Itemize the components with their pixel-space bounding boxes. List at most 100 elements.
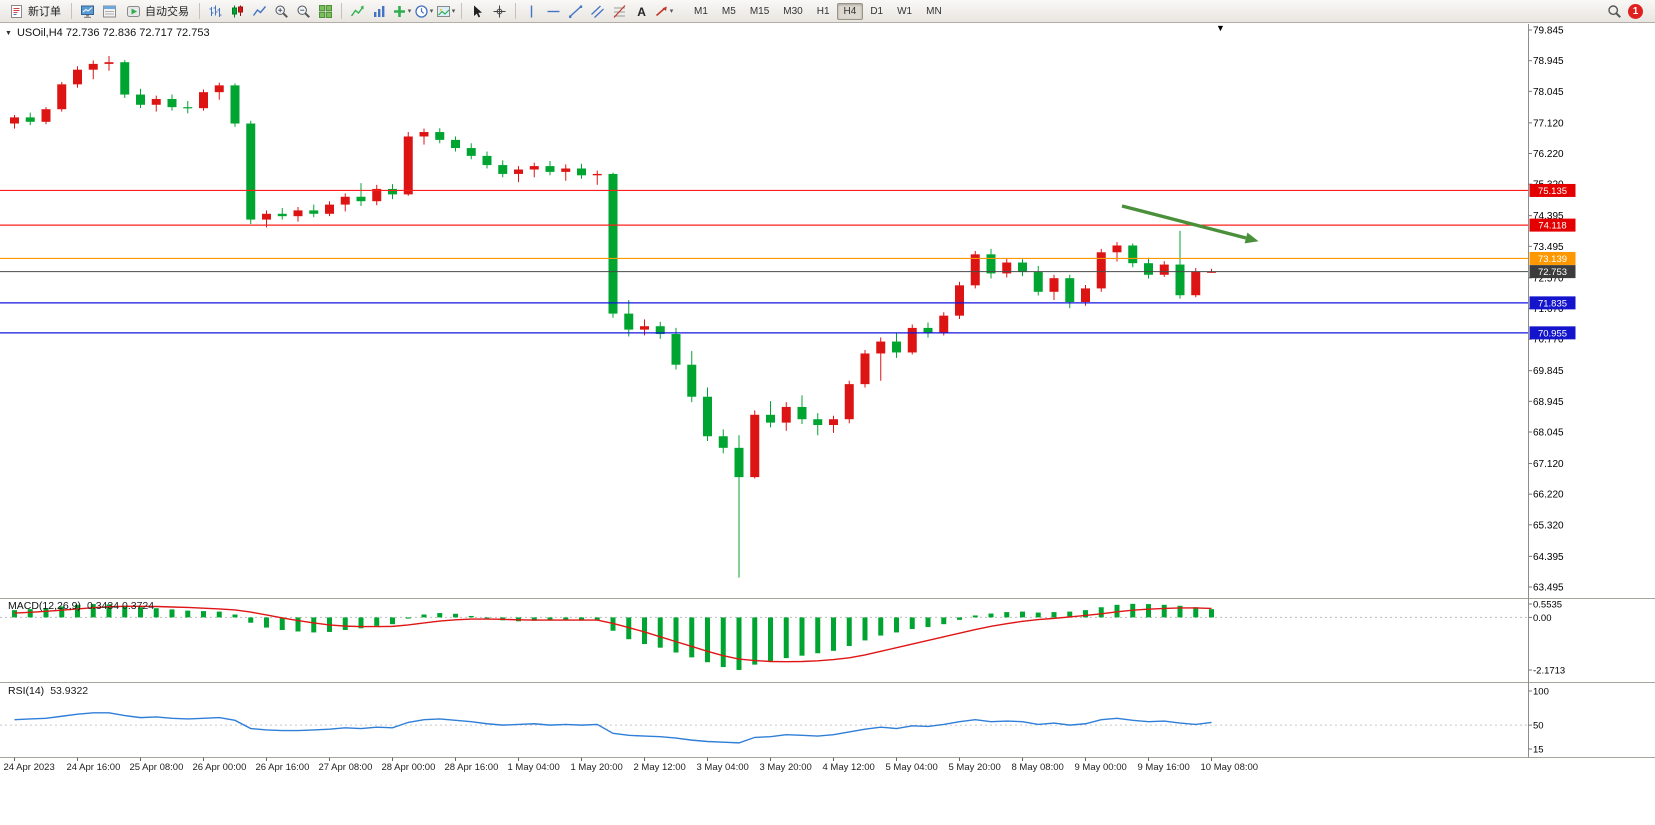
text-tool-button[interactable]: A: [631, 2, 652, 21]
zoom-in-button[interactable]: [271, 2, 292, 21]
timeframe-h1-button[interactable]: H1: [816, 5, 830, 17]
rsi-panel-label: RSI(14) 53.9322: [8, 685, 88, 697]
new-order-label: 新订单: [28, 6, 61, 18]
svg-text:71.670: 71.670: [1533, 304, 1564, 315]
svg-text:10 May 08:00: 10 May 08:00: [1201, 762, 1259, 773]
equidistant-channel-button[interactable]: [587, 2, 608, 21]
fibonacci-button[interactable]: [609, 2, 630, 21]
templates-button[interactable]: ▾: [435, 2, 456, 21]
svg-text:65.320: 65.320: [1533, 520, 1564, 531]
timeframe-m30-button[interactable]: M30: [783, 5, 803, 17]
clock-icon: [415, 4, 428, 18]
chart-title: ▼ USOil,H4 72.736 72.836 72.717 72.753: [5, 27, 210, 39]
data-window-button[interactable]: [99, 2, 120, 21]
timeframe-w1-button[interactable]: W1: [897, 5, 913, 17]
svg-text:3 May 20:00: 3 May 20:00: [760, 762, 812, 773]
svg-text:9 May 16:00: 9 May 16:00: [1138, 762, 1190, 773]
data-window-icon: [103, 5, 116, 17]
chart-shift-marker: ▼: [1216, 23, 1225, 33]
macd-values: 0.3434 0.3724: [86, 600, 155, 612]
zoom-out-button[interactable]: [293, 2, 314, 21]
zoom-in-icon: [275, 5, 288, 18]
svg-text:24 Apr 16:00: 24 Apr 16:00: [67, 762, 121, 773]
market-watch-button[interactable]: [77, 2, 98, 21]
svg-text:73.495: 73.495: [1533, 242, 1564, 253]
vertical-line-button[interactable]: [521, 2, 542, 21]
svg-text:78.045: 78.045: [1533, 87, 1564, 98]
timeframe-mn-button[interactable]: MN: [926, 5, 942, 17]
auto-trading-button[interactable]: 自动交易: [121, 2, 194, 20]
vertical-line-icon: [530, 5, 533, 17]
dropdown-caret-icon: ▾: [429, 8, 434, 15]
new-order-icon: [11, 4, 22, 18]
crosshair-button[interactable]: [489, 2, 510, 21]
timeframe-d1-button[interactable]: D1: [870, 5, 884, 17]
toolbar-separator: [341, 3, 342, 19]
svg-text:5 May 04:00: 5 May 04:00: [886, 762, 938, 773]
line-chart-button[interactable]: [249, 2, 270, 21]
timeframe-m5-button[interactable]: M5: [721, 5, 736, 17]
svg-text:8 May 08:00: 8 May 08:00: [1012, 762, 1064, 773]
svg-text:A: A: [637, 5, 646, 19]
new-order-button[interactable]: 新订单: [4, 2, 66, 20]
toolbar-separator: [71, 3, 72, 19]
macd-name: MACD(12,26,9): [8, 600, 81, 612]
svg-text:15: 15: [1533, 745, 1544, 756]
svg-text:73.139: 73.139: [1538, 254, 1567, 265]
candlestick-chart-button[interactable]: [227, 2, 248, 21]
market-watch-icon: [81, 5, 94, 18]
auto-trading-label: 自动交易: [145, 6, 189, 18]
dropdown-caret-icon: ▾: [407, 8, 412, 15]
indicator-windows-button[interactable]: [369, 2, 390, 21]
bar-chart-button[interactable]: [205, 2, 226, 21]
svg-text:68.045: 68.045: [1533, 427, 1564, 438]
tile-windows-icon: [319, 4, 332, 18]
text-icon: A: [637, 5, 646, 19]
svg-text:0.00: 0.00: [1533, 613, 1552, 624]
cursor-button[interactable]: [467, 2, 488, 21]
tile-windows-button[interactable]: [315, 2, 336, 21]
svg-text:78.945: 78.945: [1533, 56, 1564, 67]
zoom-out-icon: [297, 5, 310, 18]
timeframe-m1-button[interactable]: M1: [694, 5, 708, 17]
indicators-button[interactable]: [347, 2, 368, 21]
svg-text:26 Apr 00:00: 26 Apr 00:00: [193, 762, 247, 773]
arrows-tool-button[interactable]: ▾: [653, 2, 674, 21]
svg-text:26 Apr 16:00: 26 Apr 16:00: [256, 762, 310, 773]
toolbar-separator: [461, 3, 462, 19]
toolbar-separator: [515, 3, 516, 19]
svg-text:68.945: 68.945: [1533, 397, 1564, 408]
svg-text:28 Apr 16:00: 28 Apr 16:00: [445, 762, 499, 773]
search-button[interactable]: [1604, 2, 1625, 21]
trendline-button[interactable]: [565, 2, 586, 21]
svg-text:67.120: 67.120: [1533, 459, 1564, 470]
svg-text:27 Apr 08:00: 27 Apr 08:00: [319, 762, 373, 773]
timeframe-m15-button[interactable]: M15: [749, 5, 770, 17]
timeframe-h4-button[interactable]: H4: [836, 2, 864, 20]
svg-text:76.220: 76.220: [1533, 149, 1564, 160]
svg-text:64.395: 64.395: [1533, 552, 1564, 563]
svg-text:24 Apr 2023: 24 Apr 2023: [4, 762, 55, 773]
template-icon: [436, 5, 450, 17]
horizontal-line-button[interactable]: [543, 2, 564, 21]
svg-text:1 May 04:00: 1 May 04:00: [508, 762, 560, 773]
indicators-icon: [350, 5, 364, 16]
svg-text:63.495: 63.495: [1533, 583, 1564, 594]
equidistant-channel-icon: [591, 5, 604, 18]
add-indicator-button[interactable]: ▾: [391, 2, 412, 21]
rsi-name: RSI(14): [8, 685, 45, 697]
crosshair-icon: [493, 5, 506, 17]
candlestick-chart-icon: [232, 5, 243, 17]
svg-text:-2.1713: -2.1713: [1533, 666, 1565, 677]
notification-badge[interactable]: 1: [1628, 3, 1643, 19]
dropdown-caret-icon: ▾: [669, 8, 674, 15]
periods-button[interactable]: ▾: [413, 2, 434, 21]
svg-text:1 May 20:00: 1 May 20:00: [571, 762, 623, 773]
svg-text:0.5535: 0.5535: [1533, 600, 1562, 611]
collapse-triangle-icon[interactable]: ▼: [5, 29, 12, 37]
trendline-icon: [569, 5, 583, 18]
svg-text:50: 50: [1533, 721, 1544, 732]
svg-text:4 May 12:00: 4 May 12:00: [823, 762, 875, 773]
